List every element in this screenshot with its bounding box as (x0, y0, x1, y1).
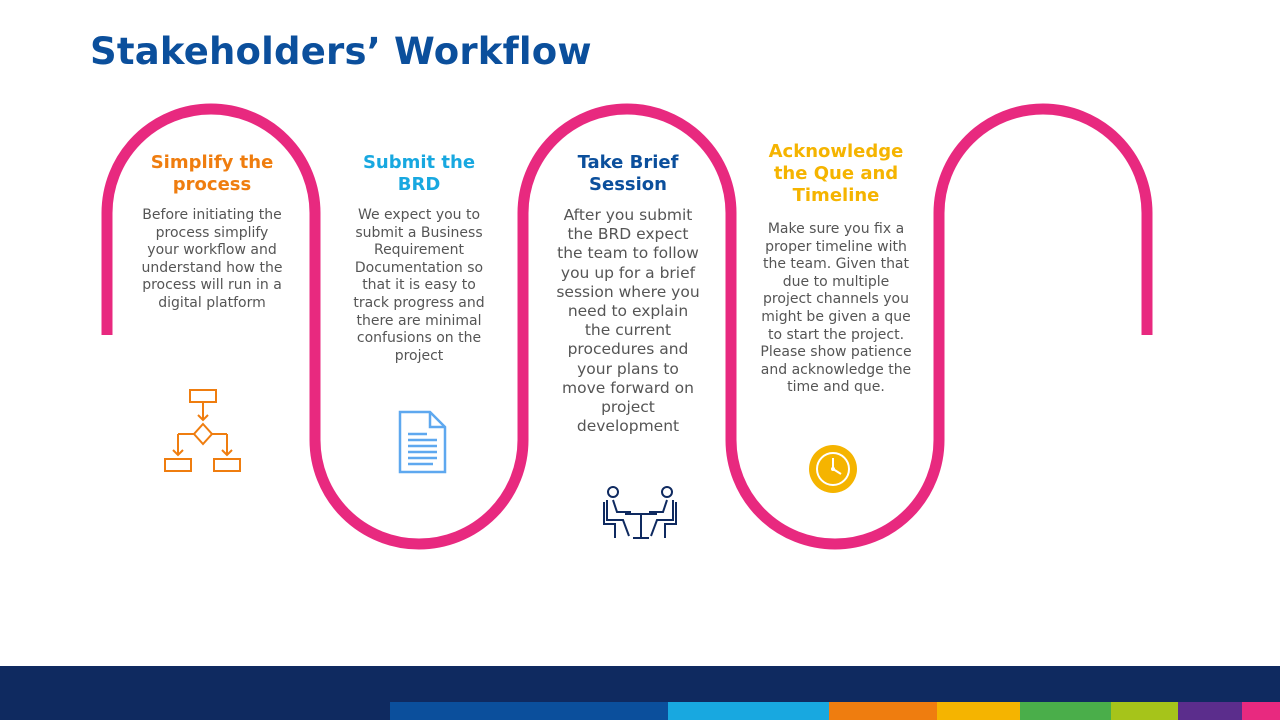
step-heading: Take Brief Session (577, 152, 679, 195)
footer-stripe-green (1020, 702, 1111, 720)
footer-stripe-orange (829, 702, 937, 720)
step-simplify: Simplify the process Before initiating t… (140, 152, 284, 313)
step-heading: Submit the BRD (362, 152, 476, 195)
page-title: Stakeholders’ Workflow (90, 30, 592, 73)
step-acknowledge: Acknowledge the Que and Timeline Make su… (760, 141, 912, 397)
step-body: We expect you to submit a Business Requi… (353, 207, 485, 364)
footer-stripe-lime (1111, 702, 1178, 720)
footer-stripe-purple (1178, 702, 1242, 720)
flowchart-icon (164, 389, 241, 472)
step-body: Before initiating the process simplify y… (141, 207, 283, 311)
step-body: Make sure you fix a proper timeline with… (760, 221, 912, 396)
footer-stripe-pink (1242, 702, 1280, 720)
step-heading: Simplify the process (150, 152, 274, 195)
footer-stripe-yellow (937, 702, 1020, 720)
step-submit-brd: Submit the BRD We expect you to submit a… (345, 152, 493, 365)
clock-icon (809, 445, 857, 493)
document-icon (398, 410, 447, 474)
footer-stripe-blue (390, 702, 668, 720)
step-body: After you submit the BRD expect the team… (556, 206, 700, 436)
footer-stripe-cyan (668, 702, 829, 720)
step-heading: Acknowledge the Que and Timeline (768, 141, 904, 206)
step-brief-session: Take Brief Session After you submit the … (554, 152, 702, 436)
meeting-icon (603, 486, 677, 539)
